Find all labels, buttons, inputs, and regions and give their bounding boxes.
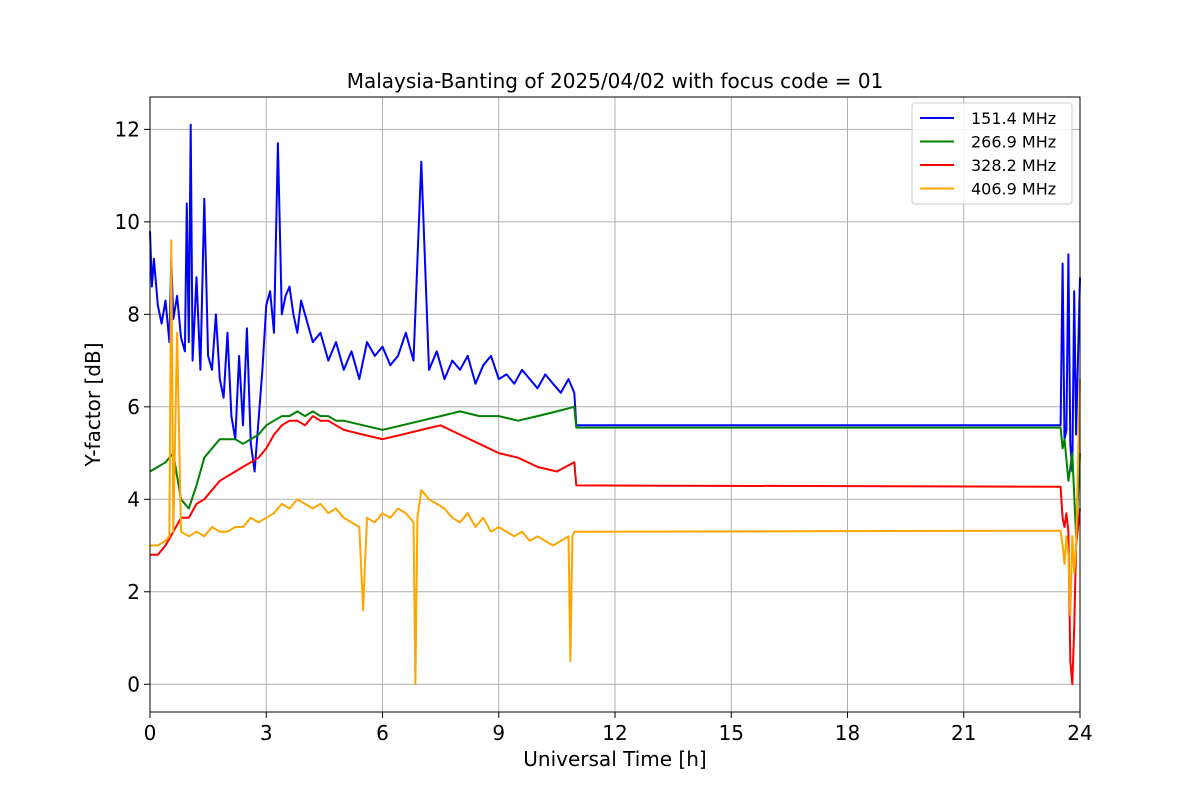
x-tick-label: 0: [144, 721, 157, 745]
legend-entry-label: 328.2 MHz: [971, 156, 1056, 175]
series-line-2: [150, 415, 1081, 686]
x-tick-label: 6: [376, 721, 389, 745]
x-axis: 0 3 6 9 12 15 18 21 24: [144, 712, 1093, 745]
y-axis: 0 2 4 6 8 10 12: [115, 117, 150, 696]
y-tick-label: 2: [127, 580, 140, 604]
x-tick-label: 24: [1067, 721, 1092, 745]
x-tick-label: 12: [602, 721, 627, 745]
x-axis-label: Universal Time [h]: [523, 747, 706, 771]
series-layer: [149, 123, 1081, 686]
legend-box: [911, 102, 1073, 205]
series-line-3: [150, 239, 1081, 686]
x-tick-label: 21: [951, 721, 976, 745]
y-tick-label: 6: [127, 395, 140, 419]
y-tick-label: 8: [127, 302, 140, 326]
y-axis-label: Y-factor [dB]: [81, 342, 105, 467]
legend-entry-label: 266.9 MHz: [971, 133, 1056, 152]
y-tick-label: 10: [115, 210, 140, 234]
x-tick-label: 3: [260, 721, 273, 745]
y-tick-label: 12: [115, 117, 140, 141]
y-tick-label: 4: [127, 487, 140, 511]
series-line-1: [149, 405, 1081, 538]
x-tick-label: 15: [719, 721, 744, 745]
chart-title: Malaysia-Banting of 2025/04/02 with focu…: [347, 69, 884, 93]
legend-entry-label: 151.4 MHz: [971, 109, 1056, 128]
y-tick-label: 0: [127, 672, 140, 696]
legend-entry-label: 406.9 MHz: [971, 180, 1056, 199]
legend: 151.4 MHz 266.9 MHz 328.2 MHz 406.9 MHz: [911, 102, 1073, 205]
x-tick-label: 18: [835, 721, 860, 745]
x-tick-label: 9: [492, 721, 505, 745]
series-line-0: [149, 123, 1081, 473]
